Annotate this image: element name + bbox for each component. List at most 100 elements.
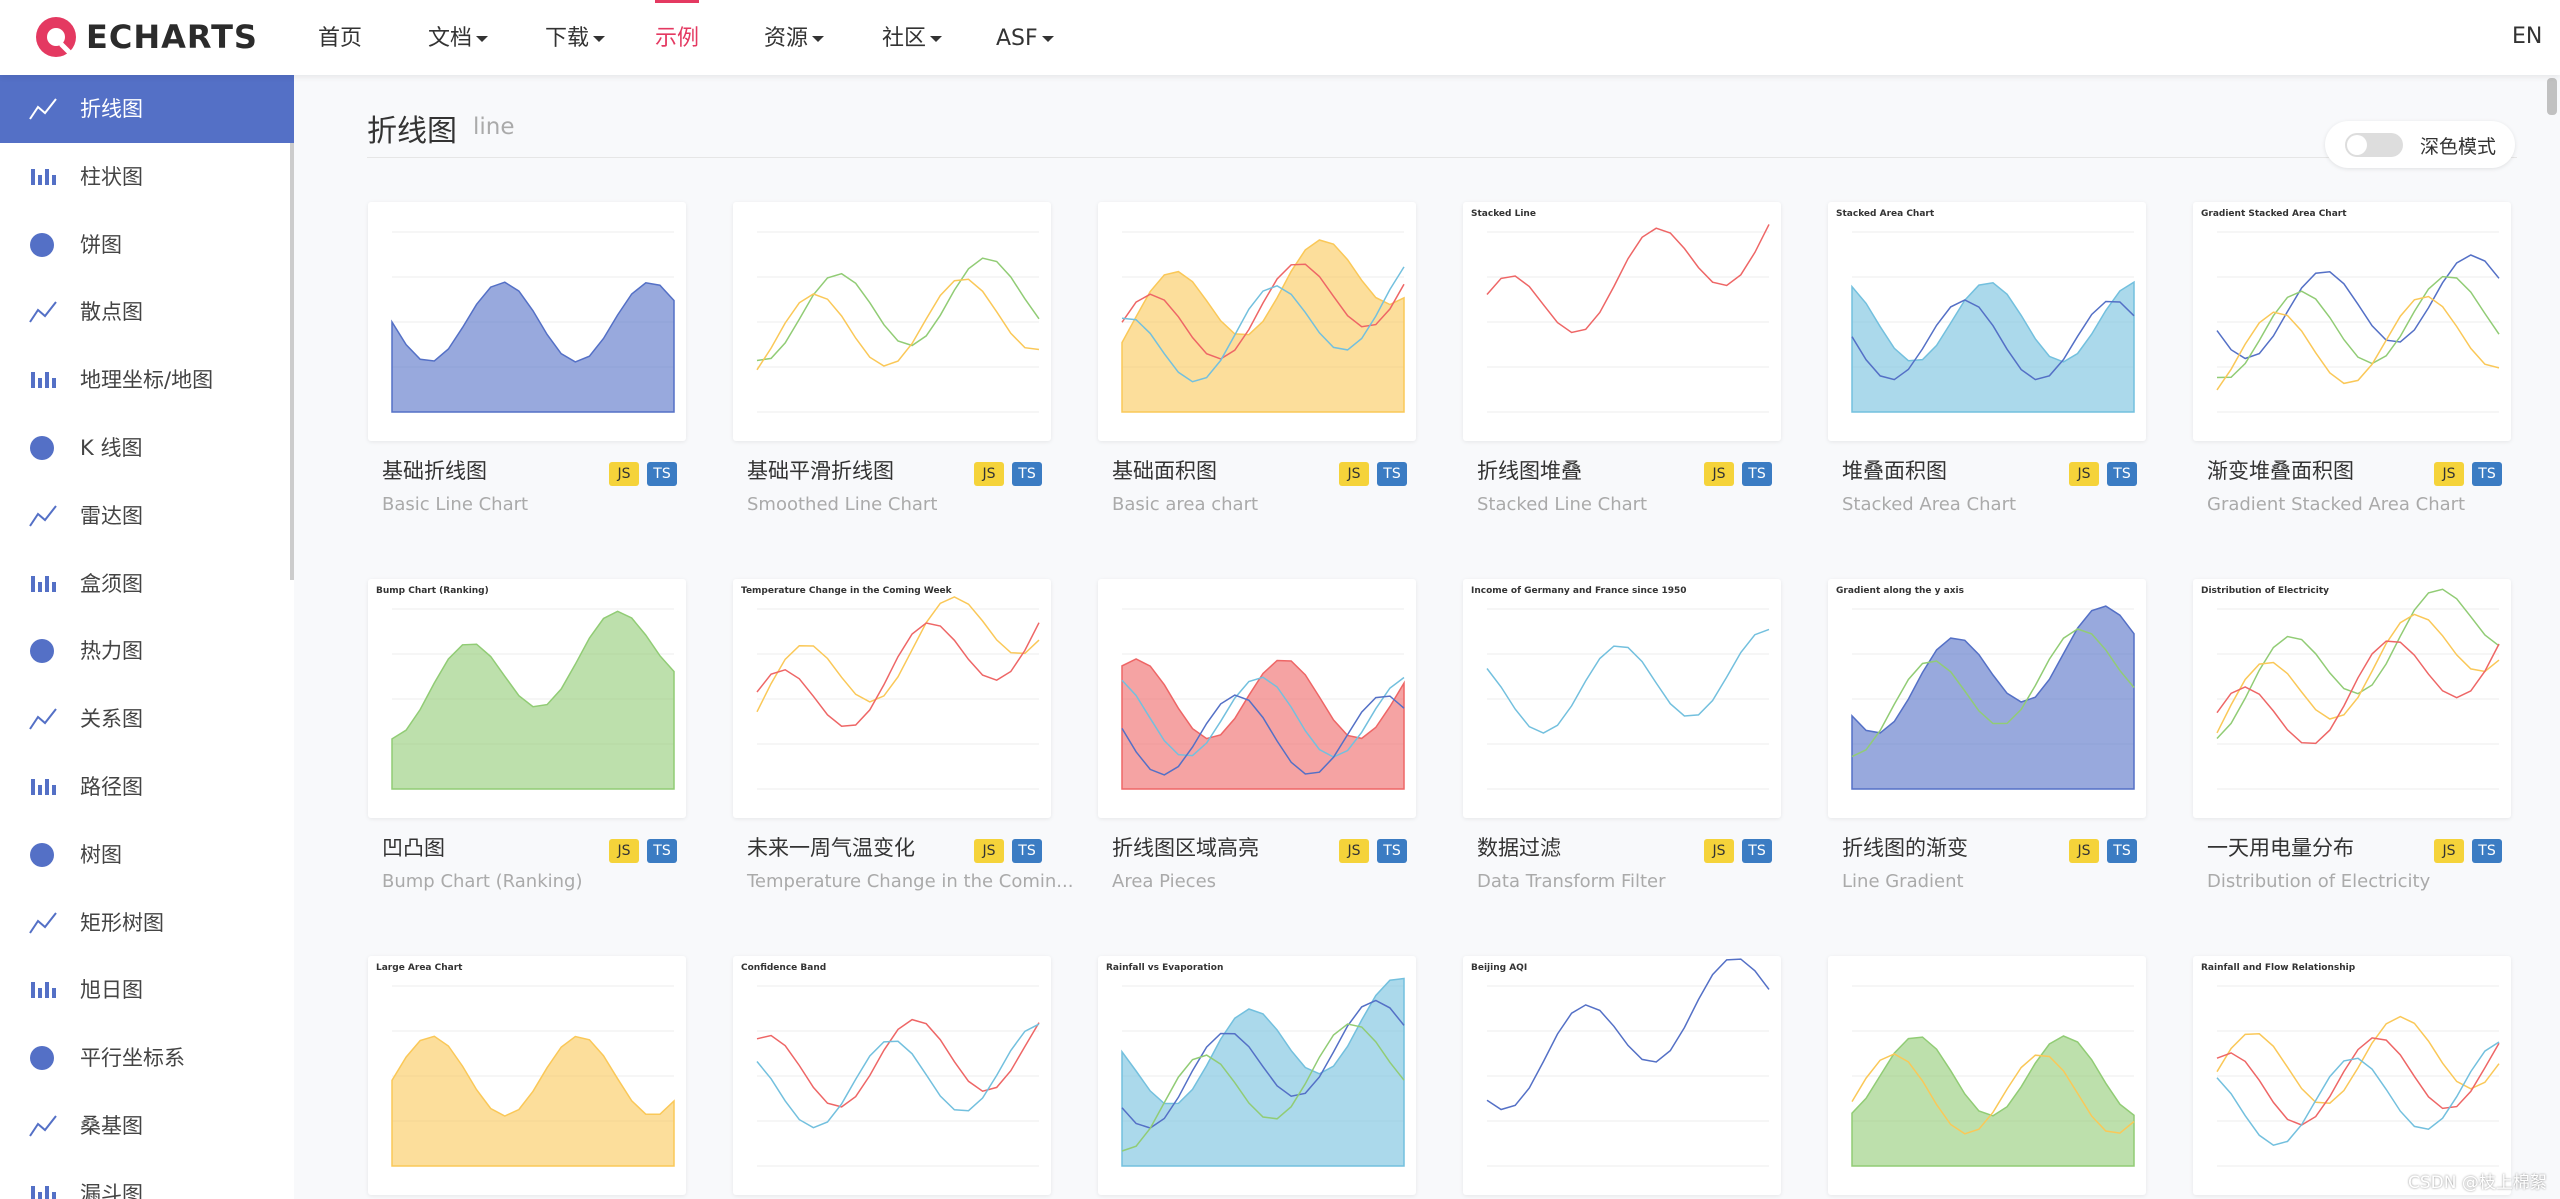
example-card[interactable]: Bump Chart (Ranking) 凹凸图 Bump Chart (Ranki… [368,579,686,892]
nav-item[interactable]: 资源 [764,0,824,75]
example-card[interactable]: Beijing AQI [1463,956,1781,1195]
ts-badge[interactable]: TS [1012,462,1042,486]
example-card[interactable]: 基础平滑折线图 Smoothed Line Chart JS TS [733,202,1051,515]
nav-item[interactable]: 社区 [882,0,942,75]
thumbnail[interactable]: Bump Chart (Ranking) [368,579,686,818]
example-card[interactable]: Rainfall and Flow Relationship [2193,956,2511,1195]
thumbnail[interactable] [1828,956,2146,1195]
icon-shape [52,1191,56,1199]
thumbnail[interactable]: Distribution of Electricity [2193,579,2511,818]
sidebar-item[interactable]: 漏斗图 [0,1160,294,1199]
sidebar-item[interactable]: K 线图 [0,414,294,482]
lang-switch[interactable]: EN [2512,24,2543,49]
js-badge[interactable]: JS [1704,839,1734,863]
ts-badge[interactable]: TS [1377,462,1407,486]
thumbnail[interactable]: Income of Germany and France since 1950 [1463,579,1781,818]
thumbnail[interactable] [733,202,1051,441]
sidebar-item[interactable]: 树图 [0,821,294,889]
thumbnail[interactable]: Large Area Chart [368,956,686,1195]
dark-mode-toggle[interactable]: 深色模式 [2325,121,2515,168]
js-badge[interactable]: JS [2434,839,2464,863]
card-subtitle: Stacked Area Chart [1842,494,2017,515]
js-badge[interactable]: JS [2069,839,2099,863]
ts-badge[interactable]: TS [647,462,677,486]
js-badge[interactable]: JS [974,839,1004,863]
thumbnail[interactable]: Beijing AQI [1463,956,1781,1195]
thumbnail[interactable]: Confidence Band [733,956,1051,1195]
sidebar-item[interactable]: 地理坐标/地图 [0,346,294,414]
sidebar-item[interactable]: 路径图 [0,753,294,821]
ts-badge[interactable]: TS [2472,462,2502,486]
example-card[interactable]: Confidence Band [733,956,1051,1195]
nav-item[interactable]: 下载 [545,0,605,75]
sidebar-item[interactable]: 饼图 [0,211,294,279]
js-badge[interactable]: JS [2069,462,2099,486]
example-card[interactable]: 折线图区域高亮 Area Pieces JS TS [1098,579,1416,892]
js-badge[interactable]: JS [609,462,639,486]
sidebar-item[interactable]: 关系图 [0,685,294,753]
js-badge[interactable]: JS [609,839,639,863]
ts-badge[interactable]: TS [1377,839,1407,863]
nav-item[interactable]: 首页 [318,26,363,51]
ts-badge[interactable]: TS [1742,462,1772,486]
sidebar-item[interactable]: 折线图 [0,75,294,143]
sidebar-item[interactable]: 矩形树图 [0,889,294,957]
thumbnail[interactable]: Rainfall and Flow Relationship [2193,956,2511,1195]
example-card[interactable]: Stacked Area Chart 堆叠面积图 Stacked Area Char… [1828,202,2146,515]
sidebar-label: 盒须图 [80,571,143,596]
thumb-line [1121,239,1405,413]
sidebar-item[interactable]: 平行坐标系 [0,1024,294,1092]
example-card[interactable]: Rainfall vs Evaporation [1098,956,1416,1195]
example-card[interactable]: Income of Germany and France since 1950 数… [1463,579,1781,892]
thumbnail[interactable]: Stacked Area Chart [1828,202,2146,441]
thumbnail[interactable] [1098,202,1416,441]
thumbnail[interactable] [368,202,686,441]
example-card[interactable]: Gradient Stacked Area Chart 渐变堆叠面积图 Gradie… [2193,202,2511,515]
ts-badge[interactable]: TS [647,839,677,863]
icon-shape [38,581,42,592]
sidebar-label: 雷达图 [80,503,143,528]
sidebar-item[interactable]: 桑基图 [0,1092,294,1160]
thumbnail-title: Large Area Chart [376,963,463,973]
thumbnail[interactable] [1098,579,1416,818]
js-badge[interactable]: JS [1339,839,1369,863]
nav-item[interactable]: ASF [996,0,1054,75]
js-badge[interactable]: JS [2434,462,2464,486]
thumbnail[interactable]: Gradient Stacked Area Chart [2193,202,2511,441]
thumbnail[interactable]: Gradient along the y axis [1828,579,2146,818]
example-card[interactable]: Gradient along the y axis 折线图的渐变 Line Grad… [1828,579,2146,892]
example-card[interactable] [1828,956,2146,1195]
nav-item[interactable]: 示例 [655,0,700,75]
sidebar: 折线图柱状图饼图 散点图 地理坐标/地图 K 线图雷达图盒须图热力图 关系图 路径图 树图矩… [0,75,294,1199]
thumbnail-title: Temperature Change in the Coming Week [741,586,953,596]
example-card[interactable]: Distribution of Electricity 一天用电量分布 Distri… [2193,579,2511,892]
sidebar-item[interactable]: 盒须图 [0,550,294,618]
thumbnail[interactable]: Temperature Change in the Coming Week [733,579,1051,818]
ts-badge[interactable]: TS [1012,839,1042,863]
thumbnail[interactable]: Rainfall vs Evaporation [1098,956,1416,1195]
js-badge[interactable]: JS [974,462,1004,486]
js-badge[interactable]: JS [1704,462,1734,486]
thumbnail[interactable]: Stacked Line [1463,202,1781,441]
example-card[interactable]: Temperature Change in the Coming Week 未来一… [733,579,1073,892]
sidebar-label: 柱状图 [80,164,143,189]
ts-badge[interactable]: TS [2472,839,2502,863]
ts-badge[interactable]: TS [2107,462,2137,486]
logo-text[interactable]: ECHARTS [86,18,258,56]
example-card[interactable]: 基础折线图 Basic Line Chart JS TS [368,202,686,515]
icon-shape [52,581,56,592]
sidebar-item[interactable]: 散点图 [0,278,294,346]
example-card[interactable]: 基础面积图 Basic area chart JS TS [1098,202,1416,515]
card-subtitle: Basic area chart [1112,494,1259,515]
example-card[interactable]: Stacked Line 折线图堆叠 Stacked Line Chart JS TS [1463,202,1781,515]
sidebar-item[interactable]: 热力图 [0,617,294,685]
nav-item[interactable]: 文档 [428,0,488,75]
js-badge[interactable]: JS [1339,462,1369,486]
thumb-line [1486,958,1770,1111]
sidebar-item[interactable]: 旭日图 [0,956,294,1024]
example-card[interactable]: Large Area Chart [368,956,686,1195]
sidebar-item[interactable]: 柱状图 [0,143,294,211]
ts-badge[interactable]: TS [2107,839,2137,863]
sidebar-item[interactable]: 雷达图 [0,482,294,550]
ts-badge[interactable]: TS [1742,839,1772,863]
